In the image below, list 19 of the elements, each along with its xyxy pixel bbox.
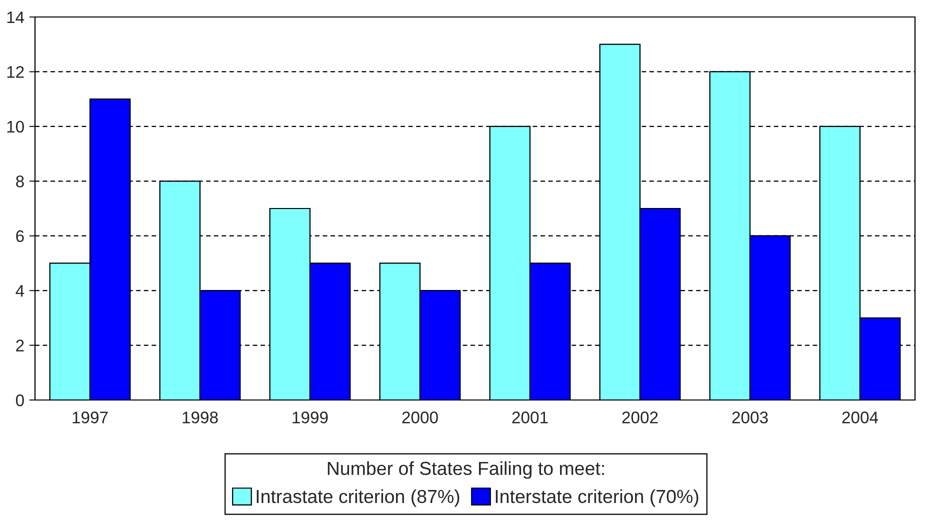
- y-tick-label: 14: [7, 12, 24, 24]
- y-tick-label: 12: [7, 66, 24, 78]
- y-tick-label: 10: [7, 120, 24, 133]
- x-tick-label: 2000: [402, 412, 438, 424]
- y-tick-label: 6: [16, 230, 24, 242]
- legend-label: Interstate criterion (70%): [496, 489, 698, 507]
- x-tick-label: 1998: [182, 412, 218, 424]
- y-tick-label: 2: [16, 340, 24, 352]
- x-tick-label: 1999: [292, 412, 328, 424]
- x-tick-label: 1997: [72, 412, 108, 424]
- y-tick-label: 0: [16, 394, 24, 406]
- legend-title: Number of States Failing to meet:: [328, 461, 604, 479]
- x-tick-label: 2001: [512, 412, 548, 424]
- y-tick-label: 4: [16, 285, 24, 297]
- x-tick-label: 2004: [842, 412, 878, 424]
- x-tick-label: 2003: [732, 412, 768, 424]
- x-tick-label: 2002: [622, 412, 658, 424]
- legend-label: Intrastate criterion (87%): [256, 489, 460, 507]
- y-tick-label: 8: [16, 176, 24, 188]
